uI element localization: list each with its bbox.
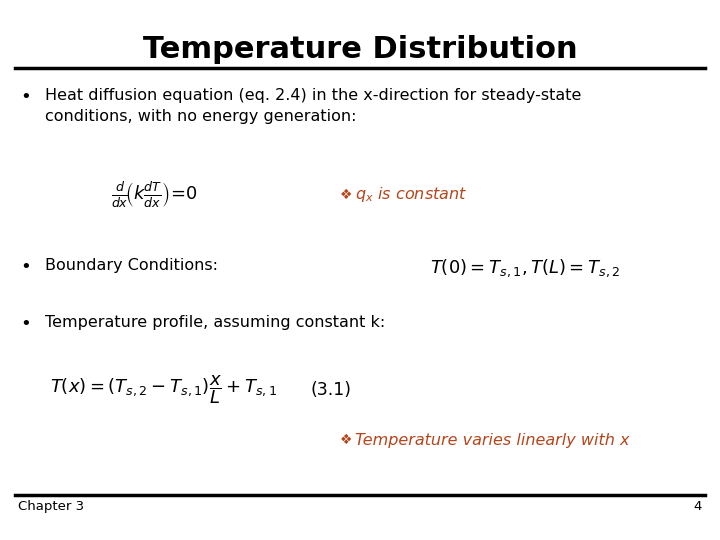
Text: $T(x)=(T_{s,2}-T_{s,1})\dfrac{x}{L}+T_{s,1}$: $T(x)=(T_{s,2}-T_{s,1})\dfrac{x}{L}+T_{s… [50, 374, 277, 406]
Text: Chapter 3: Chapter 3 [18, 500, 84, 513]
Text: Heat diffusion equation (eq. 2.4) in the x-direction for steady-state
conditions: Heat diffusion equation (eq. 2.4) in the… [45, 88, 581, 124]
Text: Temperature Distribution: Temperature Distribution [143, 35, 577, 64]
Text: Temperature profile, assuming constant k:: Temperature profile, assuming constant k… [45, 315, 385, 330]
Text: q$_x$ is constant: q$_x$ is constant [355, 186, 467, 205]
Text: Temperature varies linearly with x: Temperature varies linearly with x [355, 433, 629, 448]
Text: Boundary Conditions:: Boundary Conditions: [45, 258, 218, 273]
Text: ❖: ❖ [340, 188, 353, 202]
Text: •: • [20, 315, 31, 333]
Text: •: • [20, 88, 31, 106]
Text: ❖: ❖ [340, 433, 353, 447]
Text: $T(0)=T_{s,1}, T(L)=T_{s,2}$: $T(0)=T_{s,1}, T(L)=T_{s,2}$ [430, 257, 621, 279]
Text: $\frac{d}{dx}\!\left(k\frac{dT}{dx}\right)\!=\!0$: $\frac{d}{dx}\!\left(k\frac{dT}{dx}\righ… [112, 180, 199, 210]
Text: 4: 4 [693, 500, 702, 513]
Text: •: • [20, 258, 31, 276]
Text: (3.1): (3.1) [310, 381, 351, 399]
